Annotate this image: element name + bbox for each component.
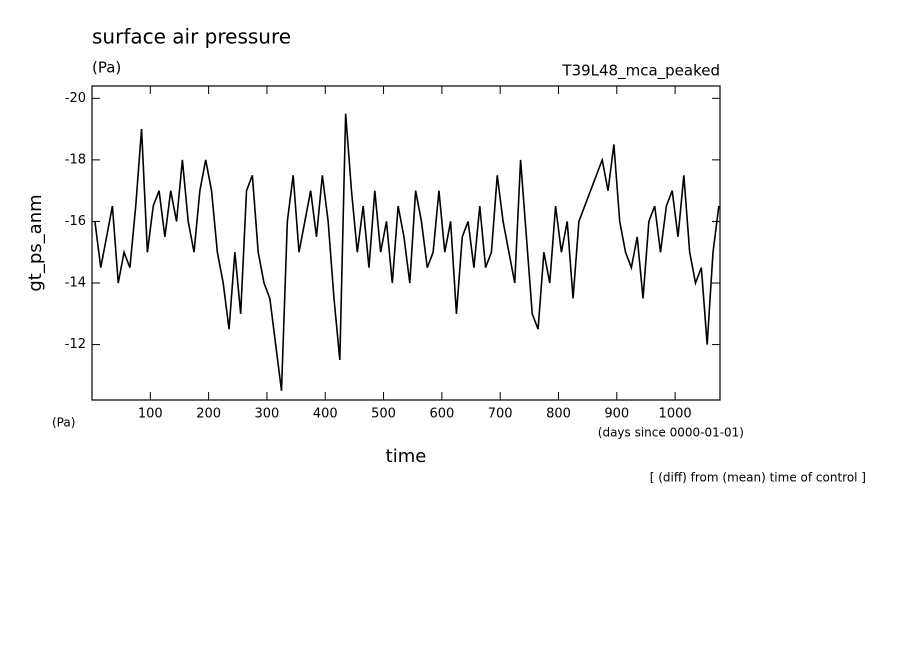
- x-tick-label: 1000: [659, 407, 692, 422]
- y-tick-label: -16: [65, 214, 86, 229]
- chart-title: surface air pressure: [92, 25, 291, 49]
- x-tick-label: 900: [604, 407, 629, 422]
- x-tick-label: 400: [313, 407, 338, 422]
- run-label: T39L48_mca_peaked: [561, 62, 720, 81]
- x-axis-label: time: [386, 446, 427, 467]
- x-tick-label: 200: [196, 407, 221, 422]
- x-tick-label: 500: [371, 407, 396, 422]
- y-tick-label: -12: [65, 337, 86, 352]
- data-line: [94, 113, 720, 391]
- y-tick-label: -20: [65, 91, 86, 106]
- x-tick-label: 700: [488, 407, 513, 422]
- x-unit: (days since 0000-01-01): [598, 426, 744, 440]
- y-tick-label: -18: [65, 152, 86, 167]
- unit-label: (Pa): [92, 59, 121, 77]
- x-tick-label: 100: [138, 407, 163, 422]
- y-axis-label: gt_ps_anm: [25, 194, 46, 291]
- y-unit: (Pa): [52, 416, 75, 430]
- note: [ (diff) from (mean) time of control ]: [650, 471, 866, 485]
- x-tick-label: 600: [429, 407, 454, 422]
- x-tick-label: 300: [255, 407, 280, 422]
- plot-frame: [91, 85, 721, 401]
- x-tick-label: 800: [546, 407, 571, 422]
- y-tick-label: -14: [65, 276, 86, 291]
